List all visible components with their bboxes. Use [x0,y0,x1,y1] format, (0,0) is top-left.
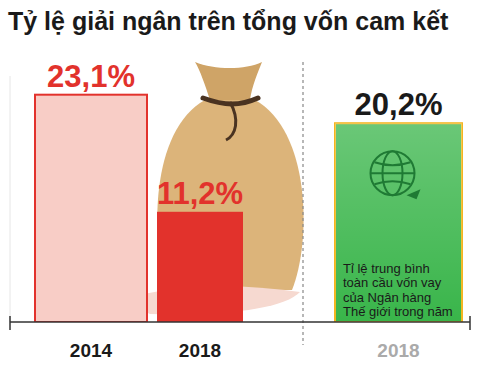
chart-svg: Tỷ lệ giải ngân trên tổng vốn cam kết 23,… [0,0,480,366]
bar [35,95,147,322]
category-label: 2014 [70,340,113,361]
data-label: 23,1% [47,59,135,94]
bars [35,95,462,322]
separator [302,62,303,345]
bag-string [226,102,236,140]
y-range-line [10,76,11,322]
annotation: Tỉ lệ trung bìnhtoàn cầu vốn vaycủa Ngân… [343,261,453,320]
globe-icon [371,151,421,199]
bar-shine [335,123,462,322]
data-label: 20,2% [355,87,443,122]
bar [157,212,243,322]
bar [335,123,462,322]
bag-top [195,62,262,100]
axis-end-tick [9,316,11,330]
category-label: 2018 [377,340,419,361]
axis-end-tick [469,316,471,330]
x-axis [10,321,470,323]
chart-container: Tỷ lệ giải ngân trên tổng vốn cam kết 23,… [0,0,480,366]
category-label: 2018 [179,340,221,361]
title: Tỷ lệ giải ngân trên tổng vốn cam kết [8,7,449,35]
data-label: 11,2% [157,176,243,211]
